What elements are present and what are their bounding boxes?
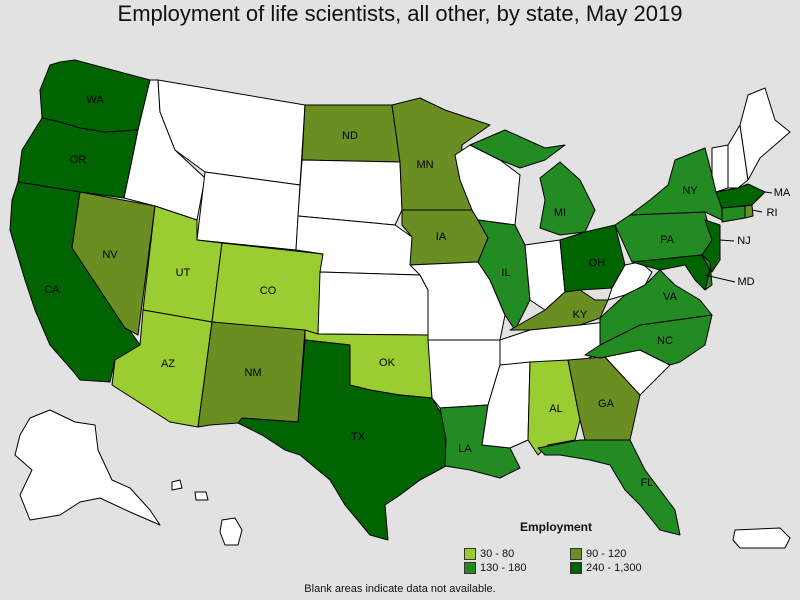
state-wv[interactable] [607, 261, 653, 301]
state-label-ny: NY [682, 185, 698, 197]
state-label-il: IL [501, 267, 510, 279]
callout-line-md [704, 274, 736, 283]
state-label-ma: MA [774, 187, 791, 199]
state-hi[interactable] [219, 517, 243, 546]
state-ks[interactable] [317, 271, 429, 336]
legend-title: Employment [520, 520, 593, 534]
state-label-ga: GA [598, 398, 615, 410]
state-label-la: LA [458, 443, 472, 455]
legend-item-30-80: 30 - 80 [464, 548, 570, 560]
state-label-nd: ND [342, 130, 358, 142]
state-mi[interactable] [469, 129, 566, 169]
state-label-ri: RI [767, 207, 778, 219]
state-me[interactable] [739, 87, 791, 181]
legend: Employment 30 - 80 90 - 120 130 - 180 24… [464, 520, 664, 574]
state-vt[interactable] [711, 144, 729, 193]
state-tx[interactable] [237, 339, 447, 541]
state-fl[interactable] [537, 439, 681, 536]
state-sd[interactable] [297, 159, 403, 226]
legend-swatch [464, 548, 476, 560]
state-label-nc: NC [657, 335, 673, 347]
state-de[interactable] [701, 254, 713, 291]
state-label-wa: WA [86, 94, 104, 106]
state-hi-islands[interactable] [171, 479, 183, 491]
legend-swatch [570, 562, 582, 574]
state-label-va: VA [663, 291, 678, 303]
state-pr[interactable] [732, 527, 791, 549]
legend-label: 130 - 180 [480, 562, 527, 574]
state-label-pa: PA [660, 234, 675, 246]
state-ak[interactable] [14, 409, 161, 526]
state-label-md: MD [737, 276, 754, 288]
footnote: Blank areas indicate data not available. [304, 583, 496, 595]
state-hi-islands-2[interactable] [194, 491, 209, 501]
legend-swatch [464, 562, 476, 574]
state-label-ca: CA [44, 284, 60, 296]
callout-line-nj [719, 239, 735, 242]
state-nh[interactable] [727, 124, 749, 189]
callout-line-ma [764, 191, 773, 194]
state-label-nv: NV [102, 249, 118, 261]
state-label-oh: OH [589, 257, 606, 269]
map-title: Employment of life scientists, all other… [117, 1, 683, 26]
state-label-nj: NJ [737, 235, 750, 247]
state-label-tx: TX [351, 431, 366, 443]
state-wy[interactable] [196, 171, 301, 251]
state-label-al: AL [549, 403, 562, 415]
state-label-mi: MI [554, 207, 566, 219]
state-label-fl: FL [641, 477, 654, 489]
state-label-ok: OK [379, 357, 396, 369]
state-ri[interactable] [744, 204, 754, 219]
legend-item-90-120: 90 - 120 [570, 548, 680, 560]
state-label-mn: MN [416, 159, 433, 171]
state-label-ky: KY [573, 309, 588, 321]
legend-label: 30 - 80 [480, 548, 515, 560]
callout-line-ri [751, 209, 763, 213]
state-ct[interactable] [721, 205, 746, 223]
legend-item-240-1300: 240 - 1,300 [570, 562, 680, 574]
state-il[interactable] [477, 219, 531, 331]
state-ar[interactable] [427, 339, 501, 409]
legend-item-130-180: 130 - 180 [464, 562, 570, 574]
state-label-ia: IA [436, 231, 447, 243]
state-label-co: CO [260, 285, 277, 297]
state-mi-lower[interactable] [539, 161, 596, 236]
legend-swatch [570, 548, 582, 560]
state-label-or: OR [70, 154, 87, 166]
state-label-ut: UT [176, 267, 191, 279]
legend-label: 90 - 120 [586, 548, 627, 560]
state-nv[interactable] [71, 191, 156, 336]
state-label-nm: NM [244, 367, 261, 379]
state-label-az: AZ [161, 358, 175, 370]
legend-label: 240 - 1,300 [586, 562, 642, 574]
